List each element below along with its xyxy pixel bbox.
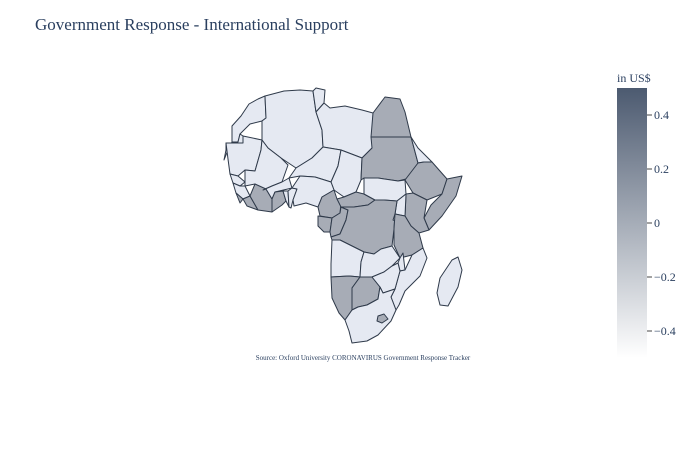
country-gabon[interactable]: Gabon [317, 215, 333, 233]
chart-title: Government Response - International Supp… [35, 15, 349, 34]
country-tunisia[interactable]: Tunisia [312, 87, 326, 113]
colorbar-tick-label: −0.2 [654, 270, 676, 284]
colorbar-tick-label: −0.4 [654, 324, 676, 338]
country-lesotho[interactable]: Lesotho [376, 313, 389, 324]
colorbar-tick-label: 0 [654, 216, 660, 230]
country-madagascar[interactable]: Madagascar [436, 256, 463, 307]
country-south-sudan[interactable]: South Sudan [363, 177, 407, 202]
colorbar-gradient [617, 88, 647, 358]
country-sierra-leone[interactable]: Sierra Leone [235, 192, 244, 204]
colorbar: in US$ 0.4 0.2 0 −0.2 −0.4 [617, 71, 676, 358]
africa-map: MoroccoWestern SaharaAlgeriaTunisiaLibya… [223, 87, 463, 344]
colorbar-tick-label: 0.2 [654, 162, 669, 176]
source-annotation: Source: Oxford University CORONAVIRUS Go… [256, 354, 471, 362]
colorbar-tick-label: 0.4 [654, 108, 669, 122]
colorbar-ticks: 0.4 0.2 0 −0.2 −0.4 [647, 108, 676, 338]
country-south-africa[interactable]: South Africa [344, 286, 397, 344]
colorbar-title: in US$ [617, 71, 651, 85]
